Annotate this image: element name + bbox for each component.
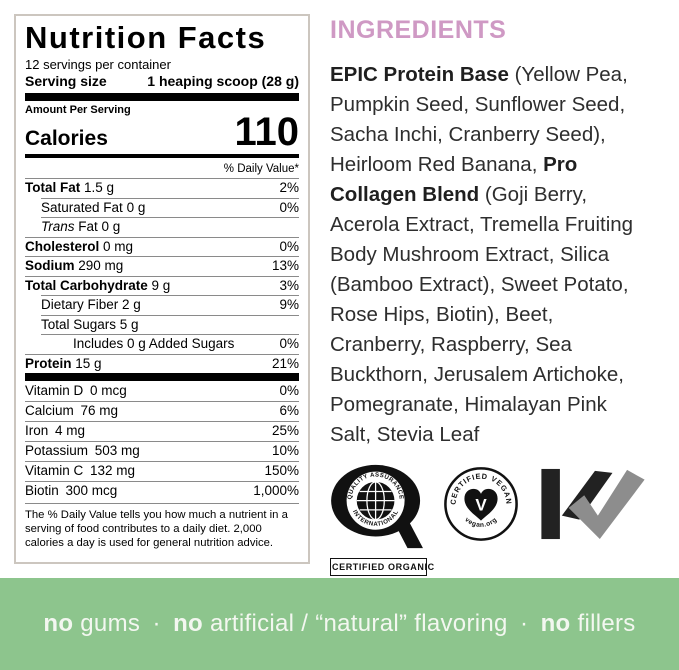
thick-divider (25, 373, 299, 382)
vitamin-row: Vitamin D 0 mcg 0% (25, 383, 299, 399)
serving-size-label: Serving size (25, 73, 107, 90)
servings-per-container: 12 servings per container (25, 57, 171, 73)
ingredients-heading: INGREDIENTS (330, 16, 507, 44)
amount-per-serving-label: Amount Per Serving (25, 104, 131, 117)
nutrient-row: Total Fat 1.5 g 2% (25, 178, 299, 198)
nutrition-facts-title: Nutrition Facts (25, 20, 267, 55)
nutrient-row: Cholesterol 0 mg 0% (25, 236, 299, 257)
serving-size-value: 1 heaping scoop (28 g) (147, 73, 299, 90)
nutrient-row: Sodium 290 mg 13% (25, 256, 299, 276)
nutrient-row: Total Sugars 5 g (25, 314, 299, 335)
thick-divider (25, 93, 299, 102)
nutrient-row: Saturated Fat 0 g 0% (25, 197, 299, 218)
calories-label: Calories (25, 127, 108, 151)
nutrient-row: Dietary Fiber 2 g 9% (25, 295, 299, 315)
heart-icon (464, 488, 498, 521)
check-mark (568, 469, 645, 540)
nutrient-row: Protein 15 g 21% (25, 353, 299, 374)
vitamin-row: Iron 4 mg 25% (25, 421, 299, 441)
vitamin-row: Calcium 76 mg 6% (25, 401, 299, 421)
kosher-check-logo (539, 467, 647, 546)
vitamin-row: Biotin 300 mcg 1,000% (25, 481, 299, 501)
vegan-v-letter: V (475, 495, 487, 514)
ingredients-text: EPIC Protein Base (Yellow Pea, Pumpkin S… (330, 63, 634, 446)
certified-organic-logo: QUALITY ASSURANCE INTERNATIONAL CERTIFIE… (330, 462, 434, 576)
kosher-kv-icon (541, 468, 645, 540)
claims-text: no gums · no artificial / “natural” flav… (43, 610, 636, 637)
claims-banner: no gums · no artificial / “natural” flav… (0, 578, 679, 670)
certified-vegan-logo: CERTIFIED VEGAN vegan.org V (442, 465, 520, 548)
certified-organic-caption: CERTIFIED ORGANIC (330, 558, 434, 576)
qai-q-tail (393, 515, 423, 549)
daily-value-header: % Daily Value* (223, 163, 299, 176)
vitamin-rows: Vitamin D 0 mcg 0% Calcium 76 mg 6% Iron 4 m… (25, 381, 299, 501)
daily-value-footnote: The % Daily Value tells you how much a n… (25, 503, 299, 550)
certification-logos: QUALITY ASSURANCE INTERNATIONAL CERTIFIE… (330, 462, 647, 576)
nutrient-row: Total Carbohydrate 9 g 3% (25, 275, 299, 296)
k-stem (541, 468, 560, 540)
calories-value: 110 (234, 110, 299, 155)
certified-vegan-icon: CERTIFIED VEGAN vegan.org V (444, 467, 518, 541)
serving-size-row: Serving size 1 heaping scoop (28 g) (25, 73, 299, 93)
nutrient-row: Trans Fat 0 g (25, 217, 299, 237)
nutrient-rows: Total Fat 1.5 g 2% Saturated Fat 0 g 0% Tran… (25, 178, 299, 373)
medium-divider (25, 154, 299, 159)
vitamin-row: Vitamin C 132 mg 150% (25, 461, 299, 481)
nutrient-row: Includes 0 g Added Sugars 0% (25, 334, 299, 354)
nutrition-facts-label: Nutrition Facts 12 servings per containe… (14, 14, 310, 564)
calories-row: Calories 110 (25, 110, 299, 155)
qai-seal-icon: QUALITY ASSURANCE INTERNATIONAL (331, 464, 423, 549)
vitamin-row: Potassium 503 mg 10% (25, 441, 299, 461)
globe-grid (356, 481, 395, 521)
ingredients-section: INGREDIENTS EPIC Protein Base (Yellow Pe… (330, 16, 652, 450)
